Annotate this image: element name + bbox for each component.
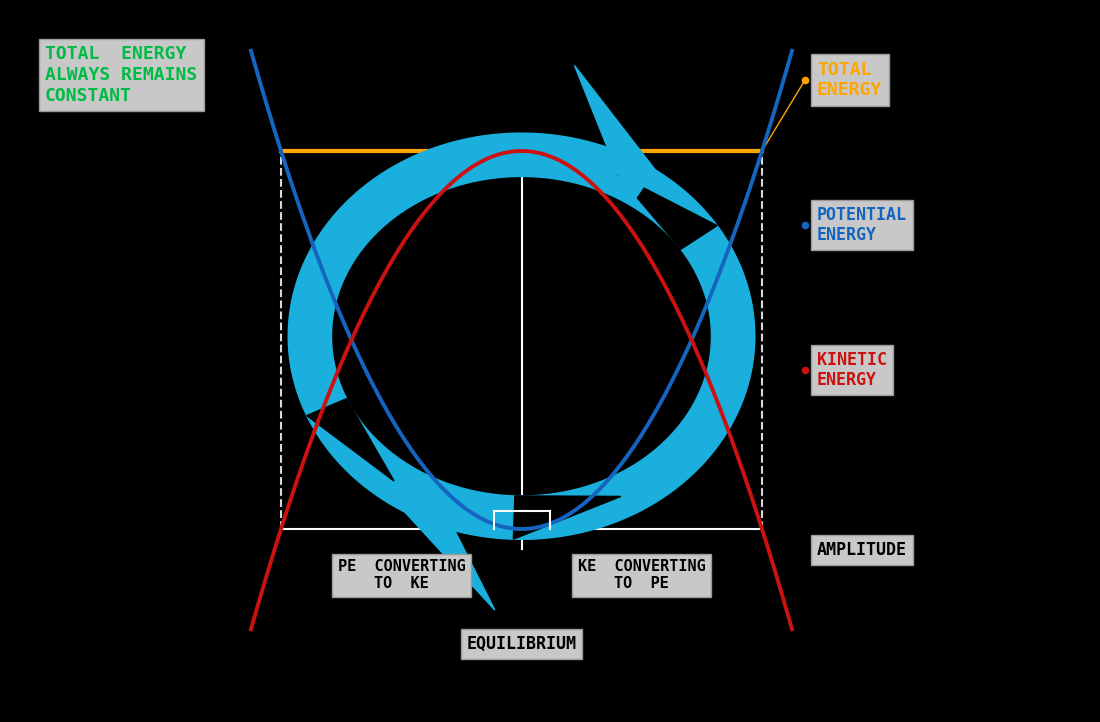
Point	[796, 364, 814, 375]
Text: POTENTIAL
ENERGY: POTENTIAL ENERGY	[817, 206, 907, 245]
Polygon shape	[288, 133, 755, 539]
Point	[796, 74, 814, 86]
Text: TOTAL  ENERGY
ALWAYS REMAINS
CONSTANT: TOTAL ENERGY ALWAYS REMAINS CONSTANT	[45, 45, 197, 105]
Point	[796, 544, 814, 556]
Polygon shape	[514, 496, 620, 539]
Polygon shape	[574, 66, 656, 205]
Text: TOTAL
ENERGY: TOTAL ENERGY	[817, 61, 882, 100]
Text: KINETIC
ENERGY: KINETIC ENERGY	[817, 351, 887, 389]
Polygon shape	[617, 175, 717, 249]
Polygon shape	[307, 399, 394, 481]
Text: PE  CONVERTING
TO  KE: PE CONVERTING TO KE	[338, 559, 465, 591]
Text: EQUILIBRIUM: EQUILIBRIUM	[466, 635, 576, 653]
Polygon shape	[405, 474, 495, 610]
Point	[796, 219, 814, 231]
Text: AMPLITUDE: AMPLITUDE	[817, 541, 907, 559]
Text: KE  CONVERTING
TO  PE: KE CONVERTING TO PE	[578, 559, 705, 591]
